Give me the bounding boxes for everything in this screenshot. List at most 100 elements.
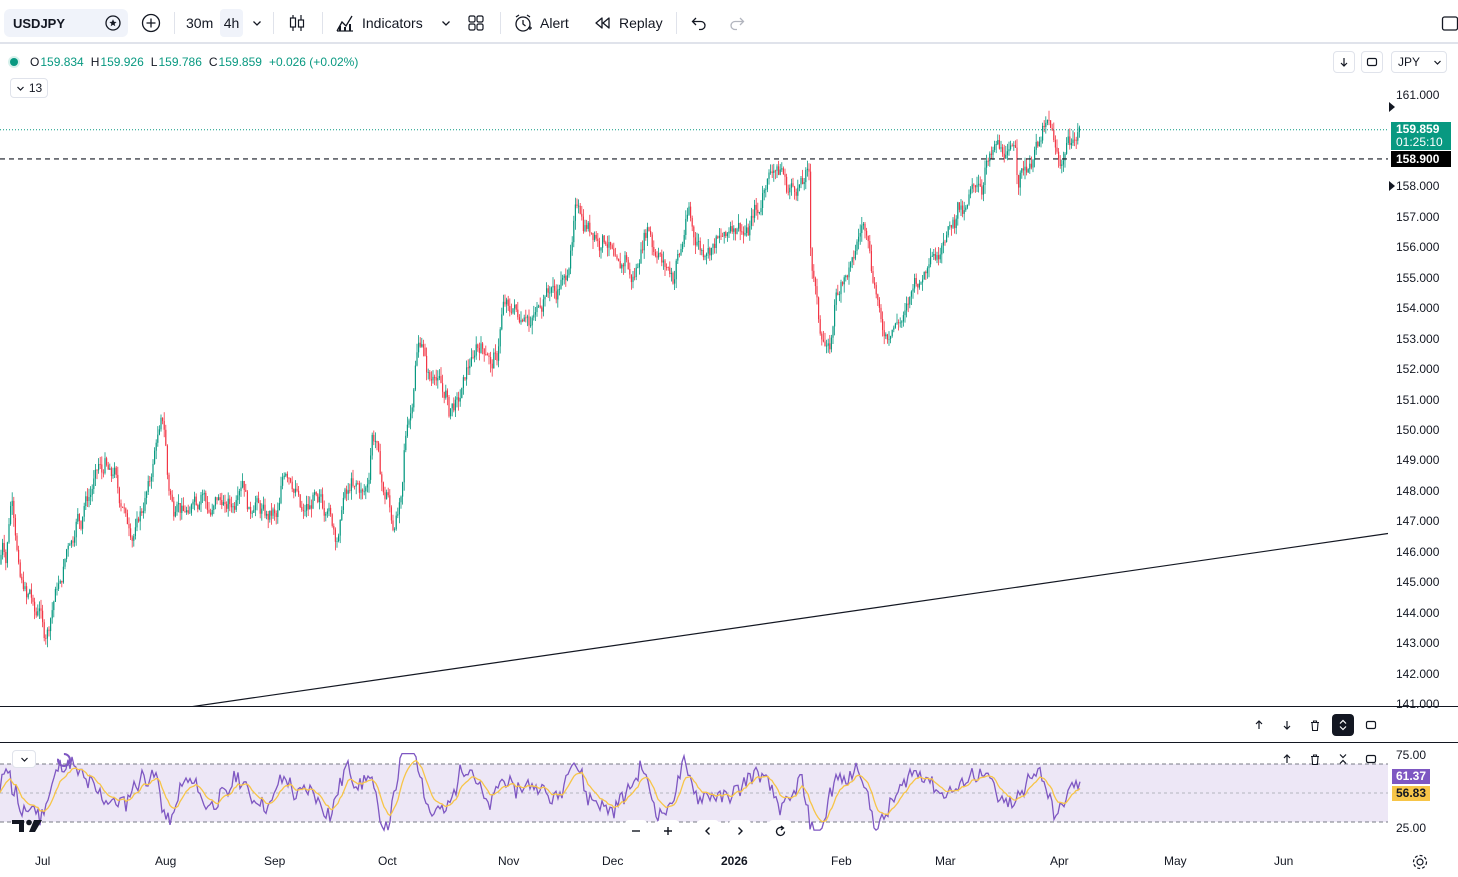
candle-body <box>515 304 517 310</box>
candle <box>475 336 477 360</box>
candle <box>571 236 573 256</box>
zoom-out-button[interactable] <box>625 820 647 842</box>
candle-body <box>642 249 644 251</box>
alert-button[interactable]: Alert <box>512 9 569 37</box>
candle-body <box>792 183 794 187</box>
candle-body <box>125 508 127 514</box>
rsi-expand-button[interactable] <box>1332 748 1354 770</box>
candle <box>126 509 128 525</box>
move-pane-up-button[interactable] <box>1248 714 1270 736</box>
maximize-pane-button[interactable] <box>1360 714 1382 736</box>
rsi-delete-button[interactable] <box>1304 748 1326 770</box>
candle <box>1042 122 1044 144</box>
reset-icon <box>775 824 785 836</box>
candle <box>923 271 925 280</box>
candle <box>1077 123 1079 145</box>
candle-body <box>454 399 456 411</box>
chart-settings-icon[interactable] <box>1411 853 1429 876</box>
interval-4h-button[interactable]: 4h <box>220 9 243 37</box>
candle-body <box>483 348 485 355</box>
candle <box>43 619 45 642</box>
alert-marker-icon[interactable] <box>1389 181 1395 192</box>
rsi-maximize-button[interactable] <box>1360 748 1382 770</box>
candle <box>656 251 658 264</box>
maximize-pane-button[interactable] <box>1361 51 1383 73</box>
symbol-search[interactable]: USDJPY <box>4 9 128 37</box>
candle <box>512 308 514 315</box>
zoom-in-button[interactable] <box>657 820 679 842</box>
trend-line[interactable] <box>0 532 1388 706</box>
candle <box>570 244 572 275</box>
candle-body <box>886 334 888 340</box>
candle <box>11 492 13 515</box>
price-axis[interactable]: 161.000160.000158.000157.000156.000155.0… <box>1388 44 1458 711</box>
candle-body <box>101 464 103 473</box>
candle <box>157 426 159 447</box>
candle <box>899 317 901 328</box>
scroll-left-button[interactable] <box>697 820 719 842</box>
move-pane-down-button[interactable] <box>1276 714 1298 736</box>
candle-body <box>482 343 484 349</box>
candle-body <box>1027 169 1029 173</box>
candle-body <box>816 286 818 298</box>
price-chart[interactable] <box>0 44 1388 706</box>
scroll-down-button[interactable] <box>1333 51 1355 73</box>
candle <box>370 448 372 484</box>
rsi-chart[interactable] <box>0 744 1388 848</box>
candle <box>16 533 18 552</box>
indicators-button[interactable]: Indicators <box>334 9 423 37</box>
interval-dropdown-chevron-icon[interactable] <box>250 9 264 37</box>
candle <box>586 219 588 232</box>
candle-body <box>243 481 245 490</box>
candle-body <box>774 170 776 172</box>
compare-symbol-icon[interactable] <box>140 9 162 37</box>
indicators-dropdown-chevron-icon[interactable] <box>439 9 453 37</box>
interval-30m-button[interactable]: 30m <box>186 9 213 37</box>
candle <box>749 220 751 241</box>
candle <box>654 249 656 258</box>
rsi-move-up-button[interactable] <box>1276 748 1298 770</box>
candle <box>253 505 255 513</box>
time-axis[interactable]: Jul Aug Sep Oct Nov Dec 2026 Feb Mar Apr May Jun <box>0 848 1458 877</box>
currency-select[interactable]: JPY <box>1391 51 1447 73</box>
candle <box>754 199 756 223</box>
alert-marker-icon[interactable] <box>1389 102 1395 113</box>
candle-body <box>805 170 807 183</box>
candle <box>850 261 852 272</box>
indicators-collapse-button[interactable]: 13 <box>10 78 48 98</box>
rsi-tick-lower: 25.00 <box>1396 821 1427 835</box>
rsi-legend-toggle[interactable] <box>12 750 36 768</box>
scroll-right-button[interactable] <box>729 820 751 842</box>
candle <box>902 311 904 327</box>
candle-chart-type-icon[interactable] <box>286 9 308 37</box>
delete-pane-button[interactable] <box>1304 714 1326 736</box>
candle-body <box>987 160 989 162</box>
collapse-pane-button[interactable] <box>1332 714 1354 736</box>
candle-body <box>315 492 317 495</box>
candle <box>459 389 461 407</box>
rsi-axis[interactable]: 75.00 61.37 56.83 25.00 <box>1388 744 1458 848</box>
candle-body <box>379 451 381 475</box>
candle <box>896 313 898 325</box>
candle <box>349 483 351 494</box>
candle-body <box>1066 143 1068 154</box>
layouts-grid-icon[interactable] <box>466 9 486 37</box>
undo-icon[interactable] <box>690 9 708 37</box>
candle <box>410 405 412 430</box>
watchlist-icon[interactable] <box>104 14 122 35</box>
candle <box>365 485 367 500</box>
candle-body <box>998 140 1000 149</box>
reset-chart-button[interactable] <box>769 820 791 842</box>
candle-body <box>629 269 631 275</box>
candle-body <box>190 504 192 513</box>
pane-divider[interactable] <box>0 706 1458 743</box>
redo-icon[interactable] <box>728 9 746 37</box>
candle-body <box>1014 145 1016 148</box>
fullscreen-icon[interactable] <box>1441 9 1458 37</box>
candle-body <box>176 504 178 512</box>
candle-body <box>722 236 724 237</box>
replay-button[interactable]: Replay <box>593 9 663 37</box>
candle-body <box>822 339 824 342</box>
candle <box>442 374 444 398</box>
candle-body <box>285 473 287 476</box>
